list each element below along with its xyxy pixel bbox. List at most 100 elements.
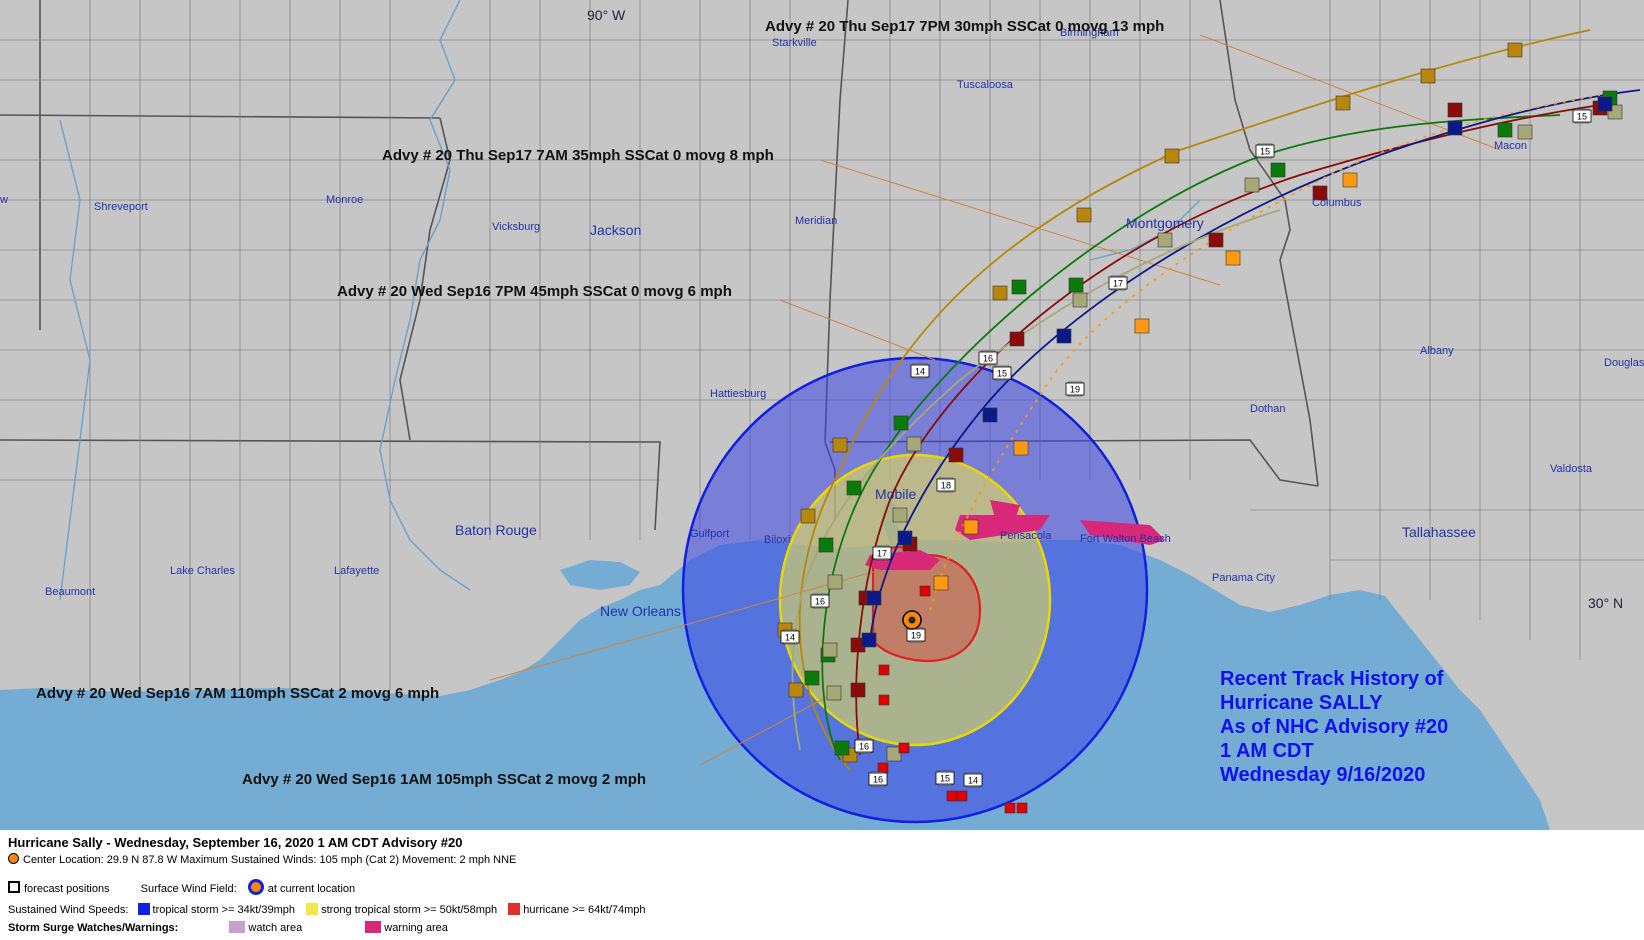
longitude-label: 90° W [587, 7, 626, 23]
marker-green-4 [846, 480, 862, 496]
city-montgomery: Montgomery [1126, 215, 1204, 231]
city-fort-walton-beach: Fort Walton Beach [1080, 533, 1171, 545]
title-line-2: Hurricane SALLY [1220, 692, 1383, 714]
marker-orange-0 [933, 575, 949, 591]
marker-labeled-3-label: 18 [941, 481, 951, 491]
tropical-storm-label: tropical storm >= 34kt/39mph [152, 904, 295, 916]
marker-brown-4 [832, 437, 848, 453]
marker-navy-5 [1447, 120, 1463, 136]
city-starkville: Starkville [772, 37, 817, 49]
marker-labeled-10-label: 17 [1113, 279, 1123, 289]
marker-labeled-10-label-box [1108, 276, 1128, 290]
marker-orange-2 [1013, 440, 1029, 456]
marker-red-3 [877, 762, 889, 774]
marker-green-6 [1011, 279, 1027, 295]
advisory-wed-1am: Advy # 20 Wed Sep16 1AM 105mph SSCat 2 m… [242, 771, 646, 788]
marker-brown-5 [992, 285, 1008, 301]
marker-red-6 [1016, 802, 1028, 814]
warning-area-label: warning area [384, 922, 448, 934]
marker-labeled-13-label-box [935, 771, 955, 785]
marker-green-7 [1068, 277, 1084, 293]
storm-surge-label: Storm Surge Watches/Warnings: [8, 922, 179, 934]
marker-labeled-6-label: 16 [859, 742, 869, 752]
hurricane-track-map: 16 15 14 18 16 17 16 15 15 14 17 19 14 15 19 16 90° W 3… [0, 0, 1644, 830]
marker-olive-7 [1157, 232, 1173, 248]
marker-green-0 [834, 740, 850, 756]
marker-labeled-12-label-box [963, 773, 983, 787]
at-current-location-label: at current location [267, 883, 356, 895]
marker-green-9 [1497, 122, 1513, 138]
marker-brown-10 [1507, 42, 1523, 58]
marker-labeled-9-label: 14 [785, 633, 795, 643]
city-biloxi: Biloxi [764, 534, 790, 546]
marker-brown-3 [800, 508, 816, 524]
marker-orange-4 [1225, 250, 1241, 266]
marker-labeled-15-label-box [810, 594, 830, 608]
strong-tropical-storm-swatch [306, 903, 319, 915]
city-mobile: Mobile [875, 486, 916, 502]
marker-olive-4 [892, 507, 908, 523]
marker-olive-5 [906, 436, 922, 452]
city-dothan: Dothan [1250, 403, 1285, 415]
marker-olive-8 [1244, 177, 1260, 193]
current-location-marker [902, 610, 922, 630]
track-history-title: Recent Track History of Hurricane SALLY … [1220, 668, 1448, 786]
city-macon: Macon [1494, 140, 1527, 152]
forecast-markers: 16 15 14 18 16 17 16 15 15 14 17 19 14 15 19 16 [777, 42, 1623, 814]
county-lines [0, 0, 1644, 690]
marker-orange-3 [1134, 318, 1150, 334]
city-partial-edge: w [0, 194, 8, 206]
city-albany: Albany [1420, 345, 1454, 357]
marker-labeled-9-label-box [780, 630, 800, 644]
city-columbus: Columbus [1312, 197, 1362, 209]
forecast-tracks [791, 29, 1641, 771]
marker-labeled-4-label-box [868, 772, 888, 786]
marker-red-5 [1004, 802, 1016, 814]
marker-red-0 [919, 585, 931, 597]
watch-area-swatch [229, 921, 246, 933]
marker-labeled-11-label-box [1065, 382, 1085, 396]
marker-labeled-4-label: 16 [873, 775, 883, 785]
legend-center-line: Center Location: 29.9 N 87.8 W Maximum S… [8, 853, 516, 866]
marker-brown-8 [1335, 95, 1351, 111]
marker-labeled-7-label-box [1572, 109, 1592, 123]
advisory-labels: Advy # 20 Thu Sep17 7PM 30mph SSCat 0 mo… [36, 18, 1164, 788]
marker-navy-1 [861, 632, 877, 648]
strong-tropical-storm-label: strong tropical storm >= 50kt/58mph [321, 904, 498, 916]
marker-green-8 [1270, 162, 1286, 178]
surface-wind-field-label: Surface Wind Field: [140, 883, 237, 895]
marker-labeled-5-label-box [872, 546, 892, 560]
advisory-thu-7am: Advy # 20 Thu Sep17 7AM 35mph SSCat 0 mo… [382, 147, 774, 164]
marker-labeled-1-label: 15 [997, 369, 1007, 379]
forecast-positions-label: forecast positions [24, 883, 110, 895]
hurricane-label: hurricane >= 64kt/74mph [523, 904, 646, 916]
current-location-icon [247, 879, 264, 895]
title-line-4: 1 AM CDT [1220, 740, 1314, 762]
city-labels: Starkville Birmingham Tuscaloosa Shrevep… [0, 27, 1644, 619]
marker-labeled-13-label: 15 [940, 774, 950, 784]
marker-brown-7 [1164, 148, 1180, 164]
legend-forecast-row: forecast positions Surface Wind Field: a… [8, 879, 355, 895]
city-new-orleans: New Orleans [600, 603, 681, 619]
marker-navy-2 [897, 530, 913, 546]
city-beaumont: Beaumont [45, 586, 95, 598]
marker-olive-3 [827, 574, 843, 590]
city-tuscaloosa: Tuscaloosa [957, 79, 1014, 91]
marker-olive-9 [1517, 124, 1533, 140]
title-line-5: Wednesday 9/16/2020 [1220, 764, 1425, 786]
marker-orange-1 [963, 519, 979, 535]
marker-labeled-0-label: 16 [983, 354, 993, 364]
marker-red-2 [878, 694, 890, 706]
advisory-wed-7am: Advy # 20 Wed Sep16 7AM 110mph SSCat 2 m… [36, 685, 439, 702]
marker-olive-6 [1072, 292, 1088, 308]
warning-area-swatch [365, 921, 382, 933]
marker-labeled-14-label: 19 [911, 631, 921, 641]
city-vicksburg: Vicksburg [492, 221, 540, 233]
marker-labeled-5-label: 17 [877, 549, 887, 559]
marker-orange-5 [1342, 172, 1358, 188]
marker-dred-7 [1312, 185, 1328, 201]
legend-header: Hurricane Sally - Wednesday, September 1… [8, 835, 463, 850]
advisory-wed-7pm: Advy # 20 Wed Sep16 7PM 45mph SSCat 0 mo… [337, 283, 732, 300]
tropical-storm-swatch [137, 903, 150, 915]
marker-olive-2 [822, 642, 838, 658]
